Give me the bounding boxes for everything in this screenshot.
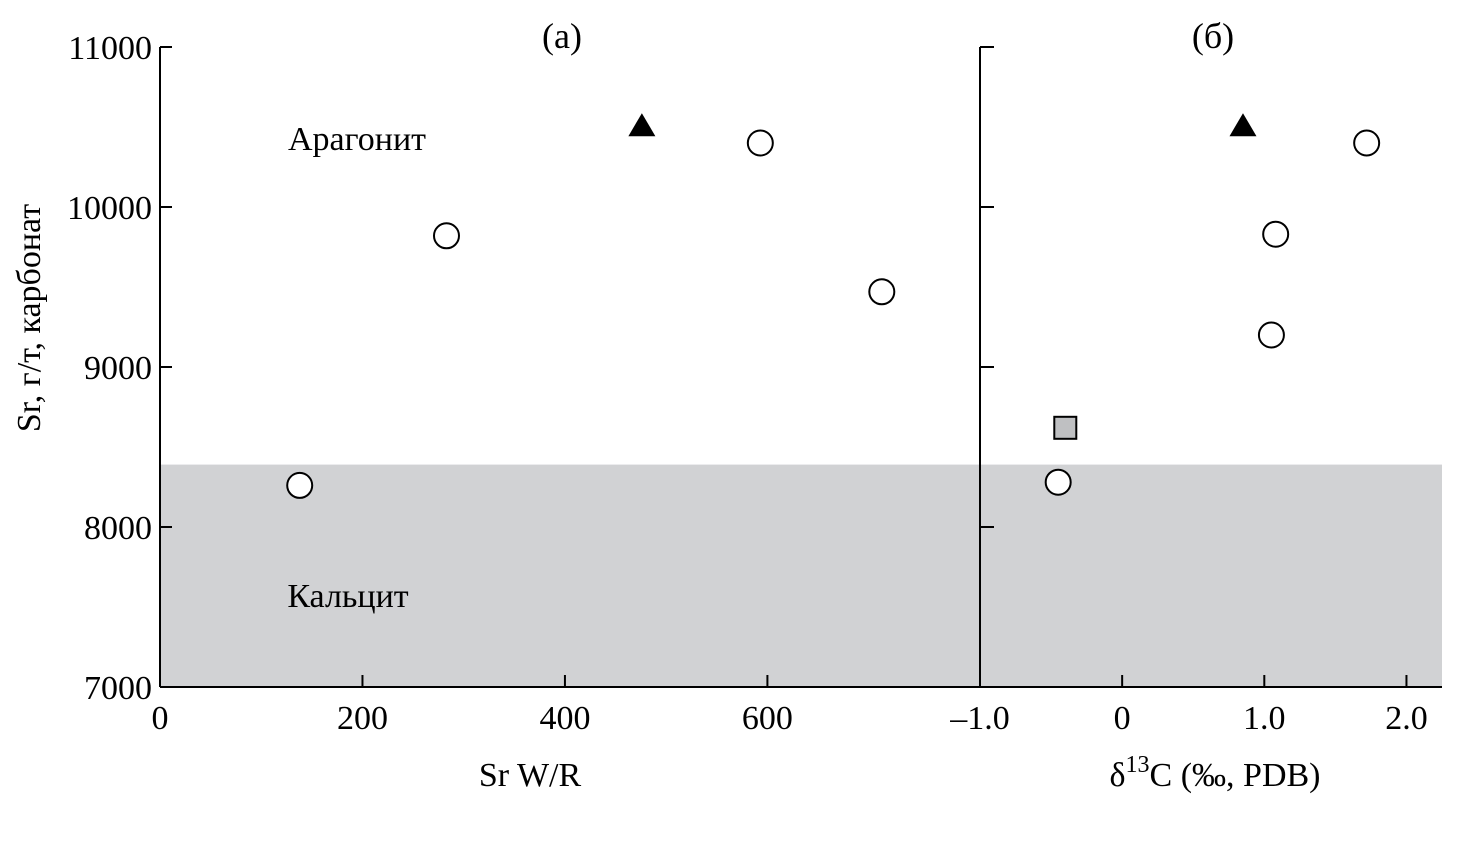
region-label-calcite: Кальцит	[287, 578, 408, 615]
y-tick-label: 7000	[84, 670, 152, 707]
x-axis-label-b-sup: 13	[1126, 752, 1150, 778]
x-tick-label: –1.0	[949, 700, 1010, 737]
x-tick-label: 1.0	[1243, 700, 1286, 737]
y-tick-label: 11000	[68, 30, 152, 67]
x-axis-label-b-post: C (‰, PDB)	[1150, 757, 1321, 794]
y-tick-label: 8000	[84, 510, 152, 547]
data-point-triangle	[628, 113, 656, 137]
x-tick-label: 2.0	[1385, 700, 1428, 737]
data-point-circle	[868, 278, 896, 306]
x-tick-label: 0	[1114, 700, 1131, 737]
data-point-circle	[1044, 468, 1072, 496]
calcite-region	[160, 464, 1442, 687]
data-point-square	[1053, 415, 1078, 440]
x-tick-label: 400	[539, 700, 590, 737]
data-point-circle	[286, 471, 314, 499]
data-point-circle	[1262, 220, 1290, 248]
panel-label-b: (б)	[1192, 16, 1234, 56]
x-axis-label-b: δ13C (‰, PDB)	[1110, 752, 1321, 794]
data-point-circle	[746, 129, 774, 157]
panel-label-a: (а)	[542, 16, 582, 56]
x-tick-label: 200	[337, 700, 388, 737]
x-tick-label: 0	[152, 700, 169, 737]
x-tick-label: 600	[742, 700, 793, 737]
data-point-circle	[1257, 321, 1285, 349]
data-point-circle	[432, 222, 460, 250]
x-axis-label-a: Sr W/R	[479, 757, 582, 794]
x-axis-label-b-pre: δ	[1110, 757, 1126, 794]
y-axis-label: Sr, г/т, карбонат	[11, 204, 48, 432]
data-point-circle	[1353, 129, 1381, 157]
region-label-aragonite: Арагонит	[288, 121, 426, 158]
y-tick-label: 9000	[84, 350, 152, 387]
data-point-triangle	[1229, 113, 1257, 137]
y-tick-label: 10000	[67, 190, 152, 227]
